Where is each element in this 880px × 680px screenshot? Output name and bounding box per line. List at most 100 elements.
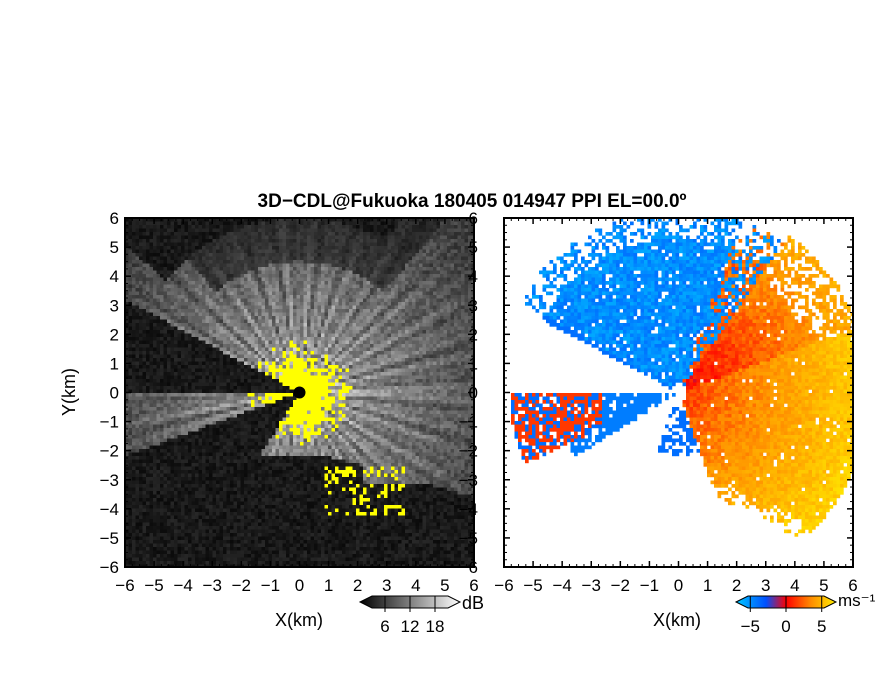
- reflectivity-cell: [268, 351, 273, 355]
- reflectivity-cell: [174, 463, 178, 467]
- reflectivity-cell: [216, 533, 220, 537]
- reflectivity-cell: [261, 221, 266, 226]
- reflectivity-cell: [146, 389, 150, 394]
- reflectivity-cell: [289, 288, 294, 292]
- reflectivity-cell: [188, 515, 192, 520]
- reflectivity-cell: [261, 526, 266, 530]
- reflectivity-cell: [282, 347, 287, 352]
- reflectivity-cell: [279, 533, 283, 537]
- reflectivity-cell: [128, 414, 133, 418]
- reflectivity-cell: [272, 515, 276, 520]
- reflectivity-cell: [177, 400, 182, 404]
- reflectivity-cell: [202, 438, 206, 443]
- reflectivity-cell: [247, 449, 252, 453]
- reflectivity-cell: [251, 389, 255, 394]
- reflectivity-cell: [247, 533, 252, 537]
- reflectivity-cell: [195, 375, 199, 380]
- reflectivity-cell: [293, 442, 297, 446]
- reflectivity-cell: [282, 428, 287, 432]
- reflectivity-cell: [237, 515, 241, 520]
- reflectivity-cell: [153, 267, 157, 271]
- reflectivity-cell: [240, 445, 245, 450]
- reflectivity-cell: [230, 330, 234, 334]
- reflectivity-cell: [174, 515, 178, 520]
- reflectivity-cell: [237, 543, 241, 548]
- reflectivity-cell: [177, 543, 182, 548]
- reflectivity-cell: [198, 361, 203, 366]
- reflectivity-cell: [265, 414, 269, 418]
- reflectivity-cell: [289, 232, 294, 236]
- reflectivity-cell: [160, 291, 164, 296]
- reflectivity-cell: [135, 414, 140, 418]
- reflectivity-cell: [177, 225, 182, 229]
- reflectivity-cell: [132, 340, 136, 345]
- reflectivity-cell: [191, 526, 196, 530]
- reflectivity-cell: [254, 235, 259, 240]
- reflectivity-cell: [149, 554, 154, 558]
- reflectivity-cell: [177, 291, 182, 296]
- reflectivity-cell: [244, 302, 248, 306]
- reflectivity-cell: [293, 445, 297, 450]
- reflectivity-cell: [216, 218, 220, 222]
- reflectivity-cell: [268, 337, 273, 341]
- reflectivity-cell: [289, 519, 294, 523]
- reflectivity-cell: [237, 235, 241, 240]
- reflectivity-cell: [279, 438, 283, 443]
- reflectivity-cell: [135, 508, 140, 513]
- reflectivity-cell: [223, 319, 227, 324]
- reflectivity-cell: [139, 477, 143, 481]
- reflectivity-cell: [177, 235, 182, 240]
- reflectivity-cell: [135, 235, 140, 240]
- reflectivity-cell: [258, 309, 262, 313]
- reflectivity-cell: [205, 550, 210, 555]
- reflectivity-cell: [146, 536, 150, 541]
- reflectivity-cell: [139, 487, 143, 492]
- reflectivity-cell: [279, 543, 283, 548]
- reflectivity-cell: [149, 442, 154, 446]
- reflectivity-cell: [128, 379, 133, 383]
- reflectivity-cell: [282, 232, 287, 236]
- reflectivity-cell: [135, 354, 140, 359]
- reflectivity-cell: [174, 438, 178, 443]
- reflectivity-cell: [258, 347, 262, 352]
- reflectivity-cell: [296, 372, 301, 376]
- reflectivity-cell: [188, 487, 192, 492]
- reflectivity-cell: [163, 281, 168, 285]
- reflectivity-cell: [275, 347, 280, 352]
- reflectivity-cell: [265, 459, 269, 464]
- reflectivity-cell: [205, 564, 210, 567]
- reflectivity-cell: [128, 284, 133, 289]
- reflectivity-cell: [149, 421, 154, 425]
- reflectivity-cell: [163, 463, 168, 467]
- reflectivity-cell: [184, 501, 189, 506]
- reflectivity-cell: [282, 456, 287, 460]
- reflectivity-cell: [146, 515, 150, 520]
- reflectivity-cell: [240, 480, 245, 485]
- reflectivity-cell: [230, 494, 234, 499]
- reflectivity-cell: [244, 393, 248, 397]
- reflectivity-cell: [195, 253, 199, 257]
- reflectivity-cell: [230, 340, 234, 345]
- reflectivity-cell: [268, 449, 273, 453]
- reflectivity-cell: [195, 456, 199, 460]
- reflectivity-cell: [233, 249, 238, 254]
- reflectivity-cell: [247, 515, 252, 520]
- reflectivity-cell: [184, 508, 189, 513]
- reflectivity-cell: [223, 463, 227, 467]
- reflectivity-cell: [247, 263, 252, 268]
- reflectivity-cell: [258, 494, 262, 499]
- reflectivity-cell: [247, 239, 252, 243]
- reflectivity-cell: [230, 396, 234, 401]
- reflectivity-cell: [226, 512, 231, 516]
- reflectivity-cell: [251, 547, 255, 551]
- reflectivity-cell: [202, 515, 206, 520]
- reflectivity-cell: [205, 263, 210, 268]
- reflectivity-cell: [160, 270, 164, 275]
- reflectivity-cell: [125, 305, 129, 310]
- reflectivity-cell: [279, 536, 283, 541]
- reflectivity-cell: [202, 347, 206, 352]
- reflectivity-cell: [223, 225, 227, 229]
- reflectivity-cell: [149, 561, 154, 565]
- reflectivity-cell: [233, 365, 238, 369]
- reflectivity-cell: [149, 365, 154, 369]
